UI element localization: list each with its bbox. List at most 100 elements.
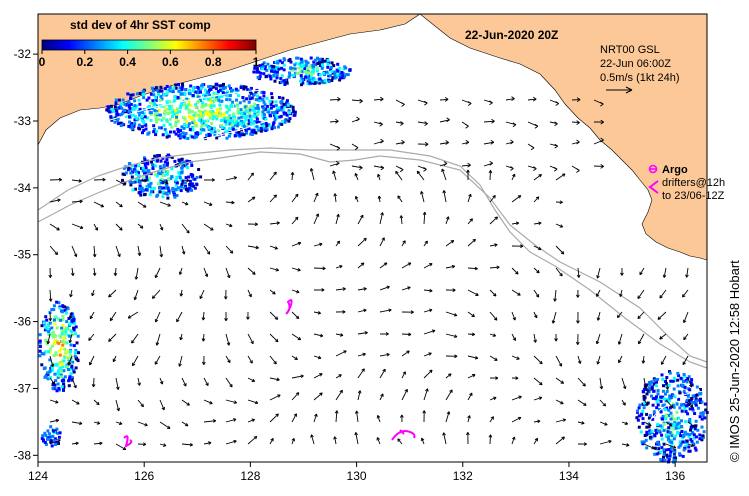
- sst-pixel: [151, 166, 155, 170]
- current-arrow: [616, 311, 623, 319]
- sst-pixel: [255, 125, 259, 129]
- current-arrow: [555, 418, 567, 423]
- current-arrow: [489, 396, 497, 401]
- sst-pixel: [69, 362, 73, 366]
- sst-pixel: [683, 430, 687, 434]
- sst-pixel: [153, 113, 157, 117]
- land-western-australia: [38, 13, 708, 261]
- current-arrow: [224, 312, 228, 322]
- sst-pixel: [315, 81, 319, 85]
- sst-pixel: [155, 159, 159, 163]
- sst-pixel: [147, 105, 151, 109]
- current-arrow: [93, 223, 99, 231]
- sst-pixel: [654, 397, 658, 401]
- sst-pixel: [674, 459, 677, 463]
- sst-pixel: [254, 115, 258, 119]
- sst-pixel: [170, 89, 174, 93]
- sst-pixel: [160, 170, 164, 174]
- sst-pixel: [200, 116, 204, 120]
- current-arrow: [576, 289, 580, 298]
- sst-pixel: [228, 122, 232, 126]
- current-arrow: [269, 221, 280, 225]
- sst-pixel: [117, 98, 121, 102]
- current-arrow: [357, 237, 367, 247]
- sst-pixel: [193, 177, 197, 181]
- sst-pixel: [188, 179, 192, 183]
- sst-pixel: [74, 350, 77, 354]
- sst-pixel: [253, 102, 257, 106]
- sst-pixel: [176, 107, 179, 111]
- sst-pixel: [336, 62, 340, 66]
- sst-pixel: [140, 115, 143, 119]
- sst-pixel: [288, 71, 291, 75]
- sst-pixel: [320, 66, 324, 70]
- current-arrow: [112, 355, 117, 363]
- sst-pixel: [665, 414, 669, 418]
- sst-pixel: [312, 60, 316, 64]
- sst-pixel: [672, 422, 676, 426]
- sst-pixel: [272, 74, 276, 77]
- current-arrow: [93, 441, 103, 446]
- current-arrow: [511, 221, 520, 226]
- sst-pixel: [263, 67, 267, 71]
- sst-pixel: [171, 108, 175, 112]
- sst-pixel: [207, 103, 211, 107]
- sst-pixel: [122, 123, 126, 127]
- current-arrow: [527, 143, 535, 151]
- sst-pixel: [179, 104, 183, 108]
- sst-pixel: [671, 417, 675, 421]
- sst-pixel: [688, 407, 692, 411]
- sst-pixel: [662, 422, 666, 426]
- current-arrow: [599, 439, 612, 445]
- sst-pixel: [213, 126, 216, 130]
- current-arrow: [291, 193, 299, 203]
- sst-pixel: [123, 181, 127, 185]
- sst-pixel: [309, 75, 313, 79]
- sst-pixel: [203, 119, 207, 123]
- sst-pixel: [650, 394, 653, 398]
- sst-pixel: [652, 389, 656, 393]
- sst-pixel: [116, 113, 120, 117]
- sst-pixel: [195, 90, 199, 94]
- current-arrow: [533, 437, 539, 445]
- current-arrow: [373, 121, 383, 127]
- sst-pixel: [58, 306, 62, 310]
- current-arrow: [351, 116, 360, 123]
- current-arrow: [533, 174, 542, 181]
- sst-pixel: [258, 98, 262, 102]
- sst-pixel: [306, 67, 310, 71]
- sst-pixel: [43, 375, 47, 379]
- sst-pixel: [281, 120, 284, 124]
- current-arrow: [467, 374, 476, 379]
- sst-pixel: [637, 414, 641, 418]
- current-arrow: [225, 223, 233, 228]
- current-arrow: [181, 421, 189, 427]
- sst-pixel: [661, 395, 665, 399]
- sst-pixel: [676, 425, 680, 429]
- current-arrow: [420, 437, 425, 445]
- sst-pixel: [180, 87, 184, 91]
- sst-pixel: [69, 321, 73, 325]
- sst-pixel: [653, 452, 657, 456]
- current-arrow: [445, 288, 456, 292]
- sst-pixel: [218, 112, 222, 116]
- current-arrow: [49, 245, 59, 256]
- sst-pixel: [178, 176, 182, 180]
- current-arrow: [571, 120, 580, 125]
- current-arrow: [643, 421, 652, 427]
- sst-pixel: [40, 363, 44, 367]
- sst-pixel: [289, 60, 293, 64]
- sst-pixel: [134, 187, 137, 191]
- sst-pixel: [294, 61, 298, 65]
- current-arrow: [571, 139, 580, 145]
- sst-pixel: [140, 119, 144, 123]
- sst-pixel: [201, 121, 205, 125]
- sst-pixel: [667, 426, 671, 430]
- sst-pixel: [61, 339, 64, 343]
- sst-pixel: [211, 100, 215, 104]
- sst-pixel: [183, 88, 187, 92]
- sst-pixel: [315, 66, 319, 70]
- sst-pixel: [262, 61, 266, 65]
- sst-pixel: [192, 114, 196, 118]
- sst-pixel: [274, 116, 278, 120]
